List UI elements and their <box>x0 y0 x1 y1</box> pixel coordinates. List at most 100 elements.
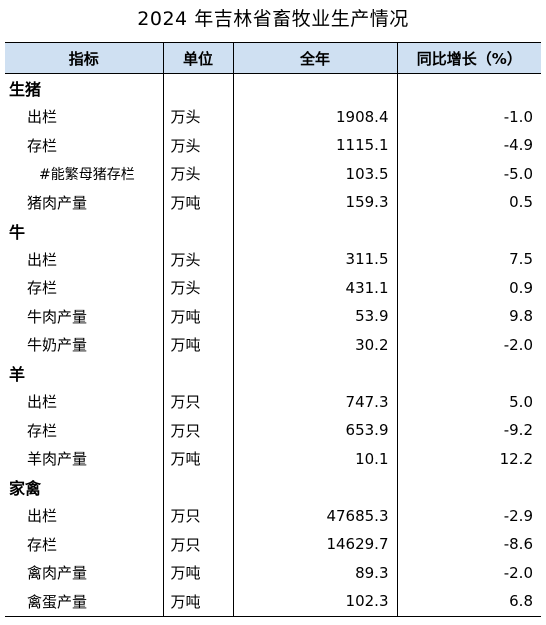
indicator-cell: 羊肉产量 <box>27 450 88 469</box>
unit-cell <box>162 359 233 388</box>
growth-value-cell: 5.0 <box>396 387 541 416</box>
unit-cell <box>162 73 233 103</box>
table-row: 出栏 万只 747.3 5.0 <box>5 387 541 416</box>
growth-value-cell: -5.0 <box>396 159 541 188</box>
annual-value-cell: 10.1 <box>232 444 397 473</box>
indicator-cell: 出栏 <box>27 108 58 127</box>
growth-value-cell: -2.9 <box>396 501 541 530</box>
page-title: 2024 年吉林省畜牧业生产情况 <box>137 8 409 30</box>
table-row: 出栏 万头 311.5 7.5 <box>5 245 541 274</box>
annual-value-cell <box>232 473 397 502</box>
growth-value-cell: -8.6 <box>396 530 541 559</box>
header-annual: 全年 <box>232 42 397 74</box>
indicator-cell: 牛肉产量 <box>27 307 88 326</box>
annual-value-cell: 653.9 <box>232 416 397 445</box>
unit-cell: 万吨 <box>162 188 233 217</box>
unit-cell: 万头 <box>162 102 233 131</box>
annual-value-cell: 1908.4 <box>232 102 397 131</box>
growth-value-cell: -4.9 <box>396 131 541 160</box>
unit-cell: 万只 <box>162 387 233 416</box>
unit-cell: 万头 <box>162 273 233 302</box>
annual-value-cell: 311.5 <box>232 245 397 274</box>
unit-cell: 万头 <box>162 245 233 274</box>
indicator-cell: 羊 <box>9 365 26 385</box>
indicator-cell: 出栏 <box>27 393 58 412</box>
growth-value-cell: -9.2 <box>396 416 541 445</box>
unit-cell: 万头 <box>162 131 233 160</box>
growth-value-cell: 6.8 <box>396 587 541 617</box>
table-row: 存栏 万只 14629.7 -8.6 <box>5 530 541 559</box>
table-row: 存栏 万头 431.1 0.9 <box>5 273 541 302</box>
indicator-cell: 禽肉产量 <box>27 564 88 583</box>
annual-value-cell: 431.1 <box>232 273 397 302</box>
table-row: 羊肉产量 万吨 10.1 12.2 <box>5 444 541 473</box>
unit-cell: 万吨 <box>162 558 233 587</box>
unit-cell: 万吨 <box>162 302 233 331</box>
indicator-cell: 存栏 <box>27 535 58 554</box>
category-row: 家禽 <box>5 473 541 502</box>
table-header: 指标 单位 全年 同比增长（%） <box>5 42 541 74</box>
indicator-cell: 存栏 <box>27 136 58 155</box>
annual-value-cell <box>232 359 397 388</box>
growth-value-cell: -2.0 <box>396 558 541 587</box>
annual-value-cell: 47685.3 <box>232 501 397 530</box>
annual-value-cell: 103.5 <box>232 159 397 188</box>
indicator-cell: 禽蛋产量 <box>5 587 163 617</box>
annual-value-cell: 159.3 <box>232 188 397 217</box>
indicator-cell: 牛 <box>9 222 26 242</box>
growth-value-cell: 12.2 <box>396 444 541 473</box>
annual-value-cell: 1115.1 <box>232 131 397 160</box>
annual-value-cell <box>232 216 397 245</box>
growth-value-cell <box>396 473 541 502</box>
growth-value-cell: -1.0 <box>396 102 541 131</box>
unit-cell: 万吨 <box>162 330 233 359</box>
indicator-cell: 出栏 <box>27 507 58 526</box>
indicator-cell: 存栏 <box>27 279 58 298</box>
indicator-cell: 猪肉产量 <box>27 193 88 212</box>
table-row: 牛奶产量 万吨 30.2 -2.0 <box>5 330 541 359</box>
table-row: 猪肉产量 万吨 159.3 0.5 <box>5 188 541 217</box>
growth-value-cell <box>396 359 541 388</box>
annual-value-cell: 30.2 <box>232 330 397 359</box>
growth-value-cell: 0.5 <box>396 188 541 217</box>
table-row: 存栏 万头 1115.1 -4.9 <box>5 131 541 160</box>
category-row: 生猪 <box>5 73 541 103</box>
table-body: 生猪 出栏 万头 1908.4 -1.0 存栏 万头 1115.1 -4.9 #能繁母猪存栏 万头 1… <box>5 73 541 617</box>
header-row: 指标 单位 全年 同比增长（%） <box>5 42 541 74</box>
unit-cell: 万吨 <box>162 587 233 617</box>
table-row: 出栏 万头 1908.4 -1.0 <box>5 102 541 131</box>
unit-cell: 万吨 <box>162 444 233 473</box>
annual-value-cell: 89.3 <box>232 558 397 587</box>
growth-value-cell: -2.0 <box>396 330 541 359</box>
header-growth: 同比增长（%） <box>396 42 541 74</box>
header-indicator: 指标 <box>5 42 163 74</box>
category-row: 牛 <box>5 216 541 245</box>
annual-value-cell <box>232 73 397 103</box>
growth-value-cell: 0.9 <box>396 273 541 302</box>
indicator-cell: 牛奶产量 <box>27 336 88 355</box>
annual-value-cell: 53.9 <box>232 302 397 331</box>
table-row: #能繁母猪存栏 万头 103.5 -5.0 <box>5 159 541 188</box>
category-row: 羊 <box>5 359 541 388</box>
unit-cell: 万只 <box>162 416 233 445</box>
table-row: 牛肉产量 万吨 53.9 9.8 <box>5 302 541 331</box>
growth-value-cell <box>396 216 541 245</box>
indicator-cell: 出栏 <box>27 250 58 269</box>
table-row: 禽蛋产量 万吨 102.3 6.8 <box>5 587 541 617</box>
indicator-cell: 家禽 <box>9 479 42 499</box>
growth-value-cell: 9.8 <box>396 302 541 331</box>
unit-cell <box>162 473 233 502</box>
growth-value-cell: 7.5 <box>396 245 541 274</box>
indicator-cell: 生猪 <box>9 80 42 100</box>
indicator-cell: #能繁母猪存栏 <box>39 166 135 183</box>
indicator-cell: 存栏 <box>27 421 58 440</box>
livestock-table: 指标 单位 全年 同比增长（%） 生猪 出栏 万头 1908.4 -1.0 存栏 万头 111… <box>5 42 541 617</box>
annual-value-cell: 102.3 <box>232 587 397 617</box>
unit-cell: 万只 <box>162 501 233 530</box>
annual-value-cell: 747.3 <box>232 387 397 416</box>
annual-value-cell: 14629.7 <box>232 530 397 559</box>
unit-cell <box>162 216 233 245</box>
header-unit: 单位 <box>162 42 233 74</box>
table-row: 禽肉产量 万吨 89.3 -2.0 <box>5 558 541 587</box>
